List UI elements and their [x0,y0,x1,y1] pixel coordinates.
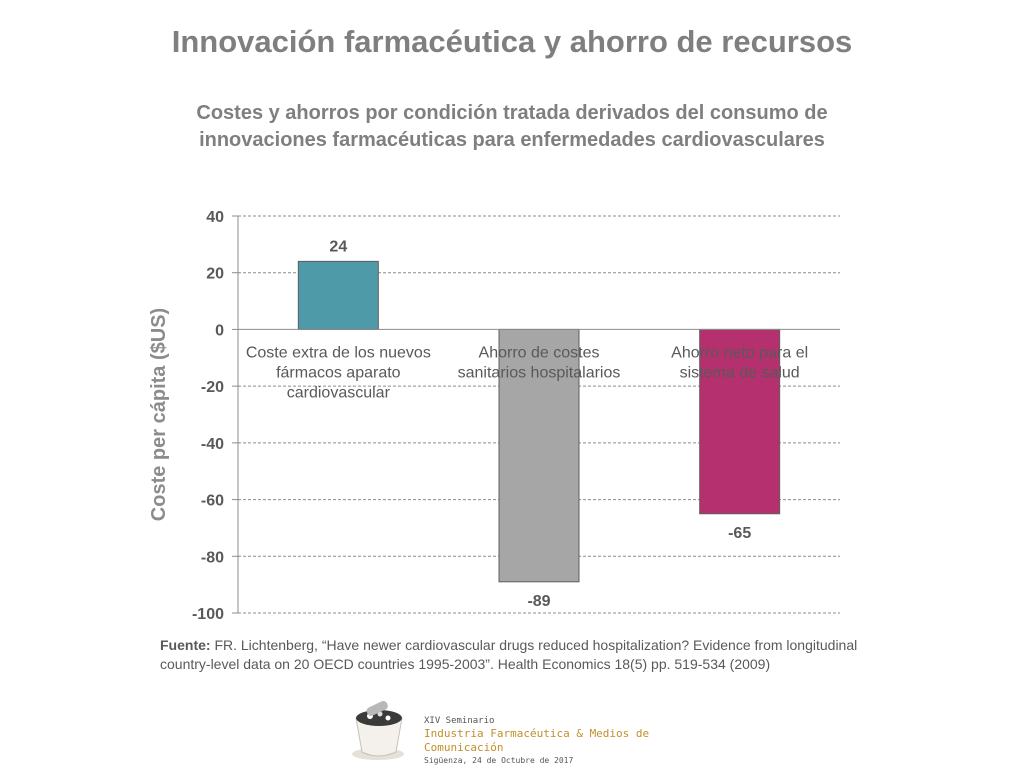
source-text: FR. Lichtenberg, “Have newer cardiovascu… [160,637,858,672]
data-label: 24 [329,238,347,255]
data-label: -65 [728,525,751,542]
source-citation: Fuente: FR. Lichtenberg, “Have newer car… [160,636,900,674]
seminar-logo: XIV Seminario Industria Farmacéutica & M… [344,696,724,765]
logo-line-3: Sigüenza, 24 de Octubre de 2017 [424,756,574,765]
y-tick-label: -100 [192,606,224,623]
y-tick-label: -60 [201,493,224,510]
logo-line-1: XIV Seminario [424,716,495,726]
chart-subtitle: Costes y ahorros por condición tratada d… [112,100,912,154]
mortar-pills-icon [352,701,404,760]
y-tick-label: 40 [206,209,224,226]
subtitle-line-2: innovaciones farmacéuticas para enfermed… [199,129,825,151]
y-tick-label: -80 [201,549,224,566]
subtitle-line-1: Costes y ahorros por condición tratada d… [196,102,828,124]
y-axis-label: Coste per cápita ($US) [148,308,170,521]
logo-text: XIV Seminario Industria Farmacéutica & M… [424,716,724,766]
slide-title: Innovación farmacéutica y ahorro de recu… [171,24,853,59]
y-tick-label: 20 [206,266,224,283]
source-label: Fuente: [160,637,211,653]
bar-1 [297,260,379,330]
y-tick-label: -40 [201,436,224,453]
y-tick-label: 0 [215,322,224,339]
data-label: -89 [527,593,550,610]
logo-line-2: Industria Farmacéutica & Medios de Comun… [424,727,650,754]
category-label: Ahorro neto para el sistema de salud [671,344,808,381]
y-tick-label: -20 [201,379,224,396]
bar-chart: 40 20 0 -20 -40 -60 -80 -100 Coste per cápita ($… [148,209,840,623]
category-label: Coste extra de los nuevos fármacos aparat… [246,344,431,401]
category-label: Ahorro de costes sanitarios hospitalarios [458,344,621,381]
